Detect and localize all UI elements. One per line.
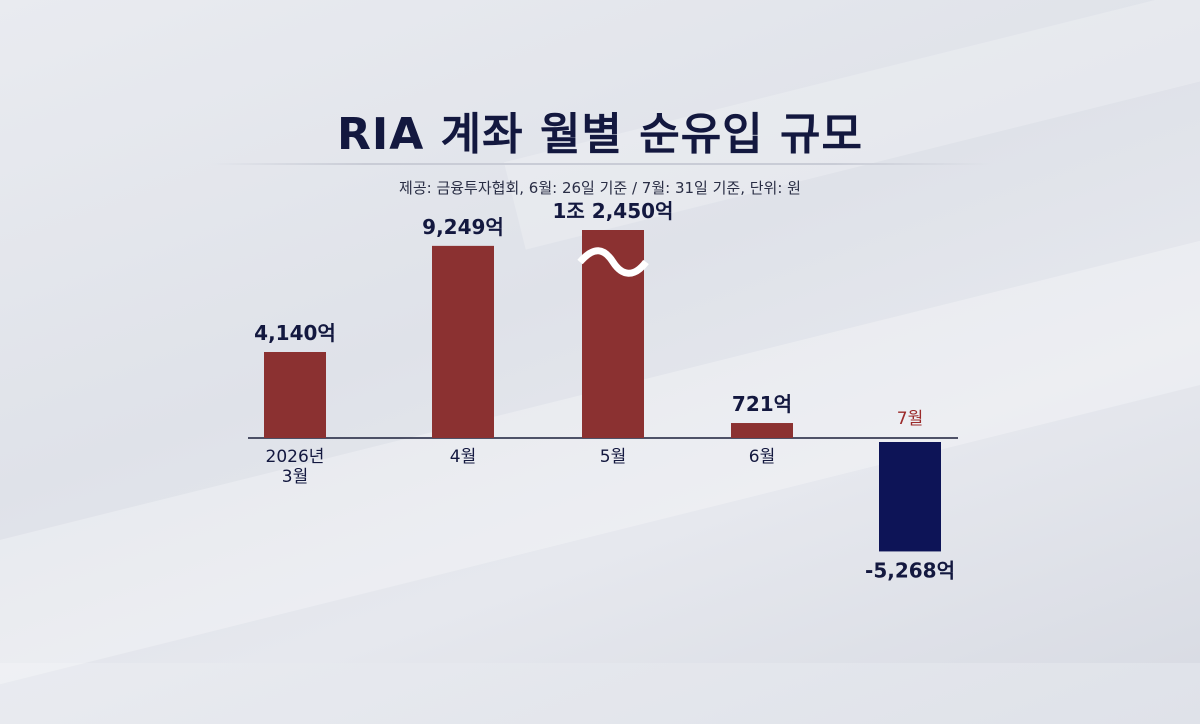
- bar-1: [264, 352, 326, 438]
- category-label-2: 4월: [450, 447, 476, 467]
- chart-subtitle: 제공: 금융투자협회, 6월: 26일 기준 / 7월: 31일 기준, 단위:…: [399, 179, 801, 197]
- title-divider: [210, 163, 990, 165]
- category-label-1-line-1: 2026년: [266, 447, 325, 467]
- bar-4: [731, 423, 793, 438]
- data-label-2: 9,249억: [422, 215, 504, 239]
- data-label-4: 721억: [732, 392, 792, 416]
- bar-2: [432, 245, 494, 438]
- data-label-3: 1조 2,450억: [553, 199, 674, 223]
- axis-break-mark: [577, 247, 649, 277]
- category-label-5: 7월: [897, 409, 923, 429]
- category-label-4: 6월: [749, 447, 775, 467]
- data-label-1: 4,140억: [254, 321, 336, 345]
- chart-title: RIA 계좌 월별 순유입 규모: [337, 109, 863, 160]
- bar-5: [879, 442, 941, 552]
- data-label-5: -5,268억: [865, 558, 955, 582]
- category-label-3: 5월: [600, 447, 626, 467]
- category-label-1-line-2: 3월: [282, 467, 308, 487]
